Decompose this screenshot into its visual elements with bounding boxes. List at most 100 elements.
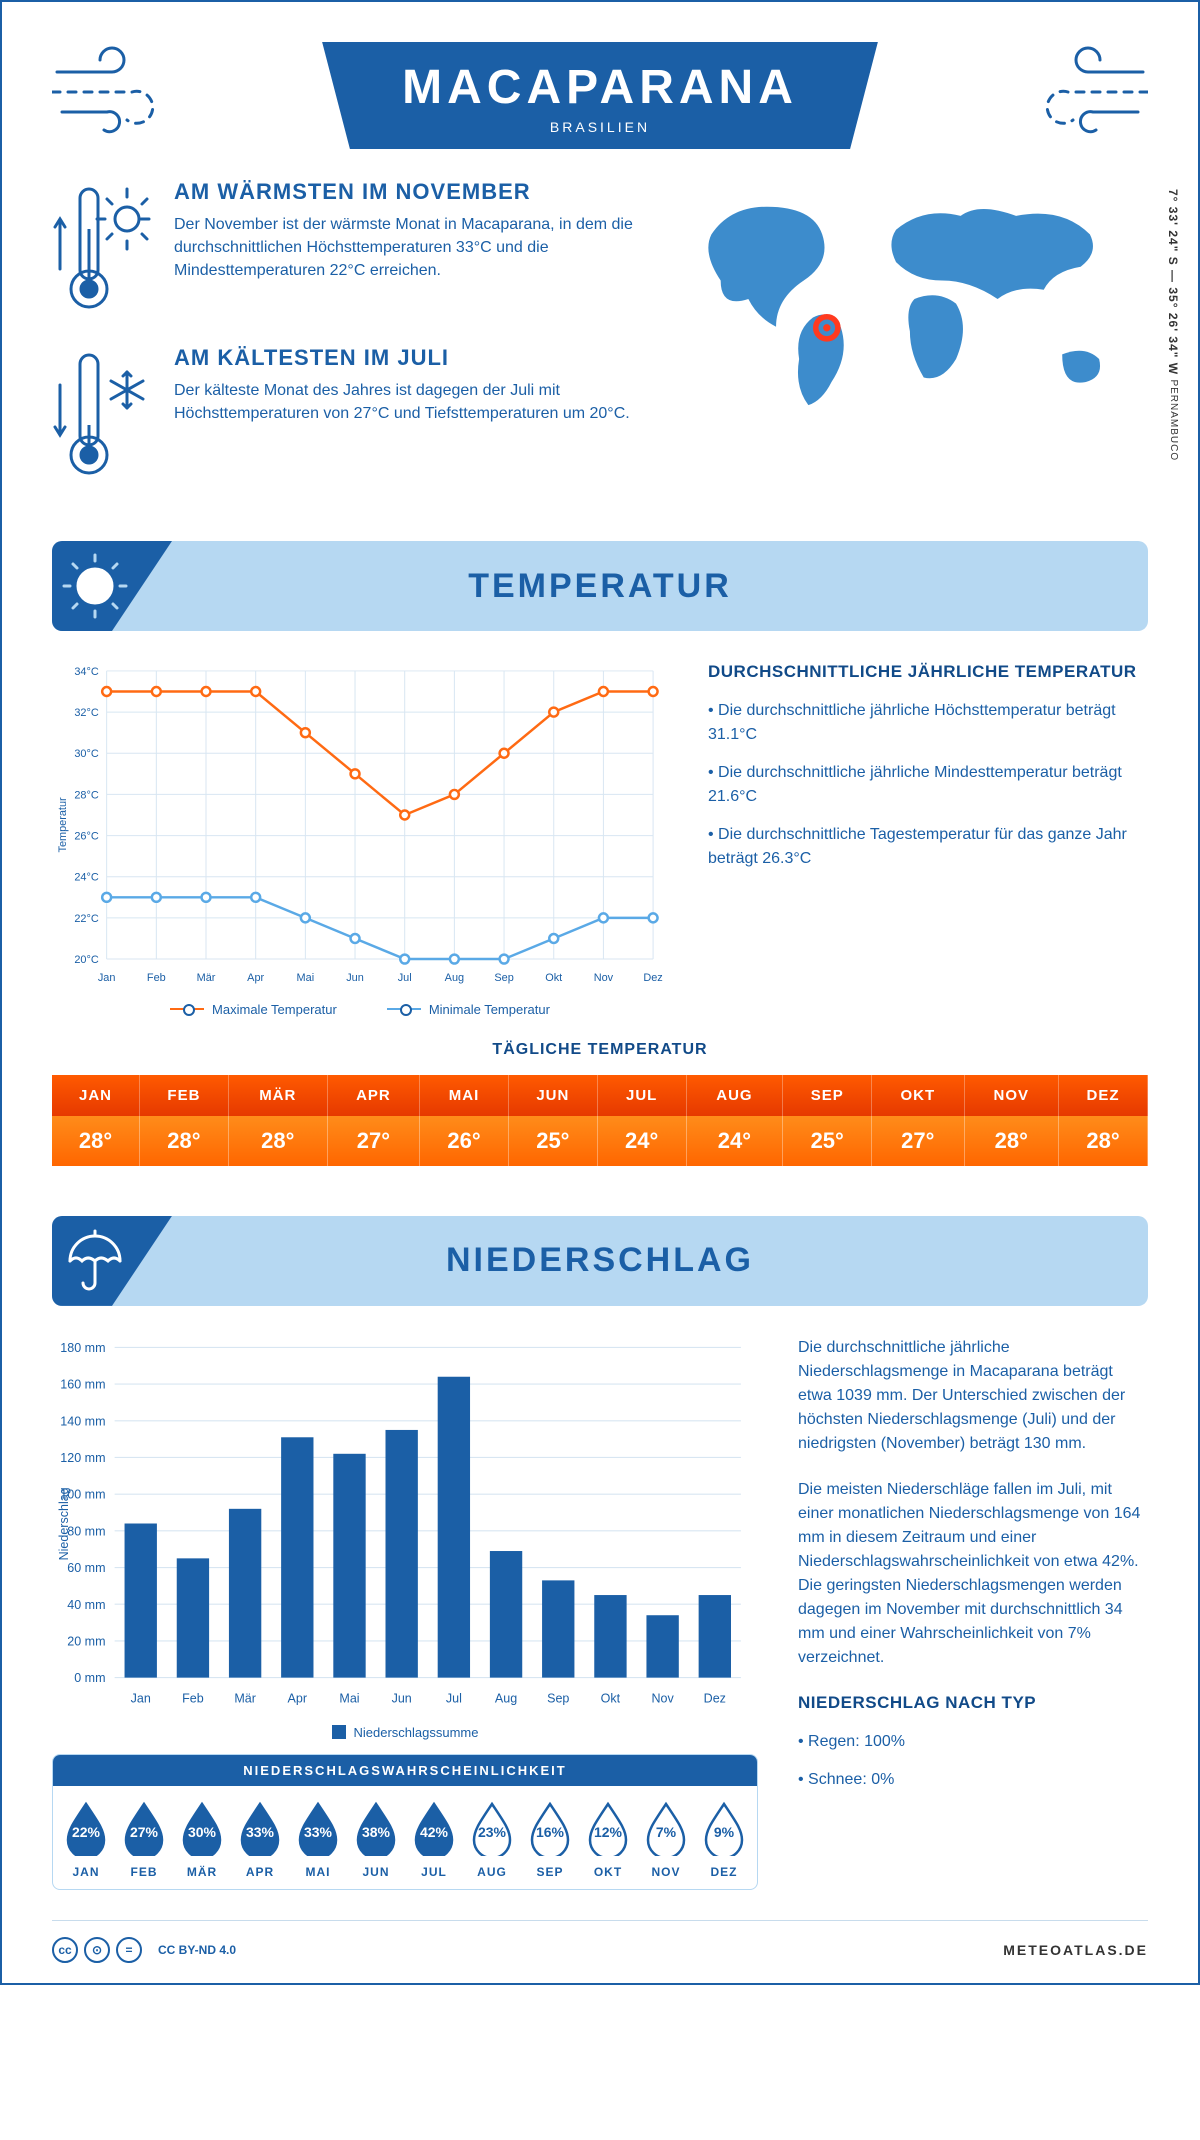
license-block: cc ⊙ = CC BY-ND 4.0 xyxy=(52,1937,236,1963)
svg-text:34°C: 34°C xyxy=(74,666,98,678)
precip-chart-col: 0 mm20 mm40 mm60 mm80 mm100 mm120 mm140 … xyxy=(52,1336,758,1890)
fact-coldest: AM KÄLTESTEN IM JULI Der kälteste Monat … xyxy=(52,345,633,485)
daily-month: JUL xyxy=(597,1075,686,1116)
svg-text:60 mm: 60 mm xyxy=(67,1561,105,1575)
svg-text:Jan: Jan xyxy=(98,972,116,984)
prob-drop: 22% JAN xyxy=(57,1800,115,1879)
header: MACAPARANA BRASILIEN xyxy=(52,42,1148,149)
daily-month: SEP xyxy=(783,1075,872,1116)
daily-temp-table: JANFEBMÄRAPRMAIJUNJULAUGSEPOKTNOVDEZ 28°… xyxy=(52,1075,1148,1166)
location-subtitle: BRASILIEN xyxy=(402,119,798,135)
daily-value: 25° xyxy=(508,1116,597,1166)
svg-text:80 mm: 80 mm xyxy=(67,1524,105,1538)
svg-text:Nov: Nov xyxy=(651,1692,674,1706)
daily-month: MAI xyxy=(420,1075,509,1116)
coordinates-label: 7° 33' 24" S — 35° 26' 34" W PERNAMBUCO xyxy=(1166,189,1180,461)
prob-drop: 7% NOV xyxy=(637,1800,695,1879)
svg-text:0 mm: 0 mm xyxy=(74,1671,105,1685)
svg-text:26°C: 26°C xyxy=(74,831,98,843)
svg-text:Mär: Mär xyxy=(234,1692,256,1706)
fact-warm-title: AM WÄRMSTEN IM NOVEMBER xyxy=(174,179,633,205)
fact-cold-body: Der kälteste Monat des Jahres ist dagege… xyxy=(174,379,633,425)
svg-text:Feb: Feb xyxy=(147,972,166,984)
svg-text:120 mm: 120 mm xyxy=(60,1451,105,1465)
by-icon: ⊙ xyxy=(84,1937,110,1963)
thermometer-snow-icon xyxy=(52,345,152,485)
fact-warmest: AM WÄRMSTEN IM NOVEMBER Der November ist… xyxy=(52,179,633,319)
prob-drop: 12% OKT xyxy=(579,1800,637,1879)
location-title: MACAPARANA xyxy=(402,60,798,115)
daily-month: NOV xyxy=(964,1075,1059,1116)
temperature-chart: 20°C22°C24°C26°C28°C30°C32°C34°CJanFebMä… xyxy=(52,661,668,1017)
daily-value: 26° xyxy=(420,1116,509,1166)
precip-para2: Die meisten Niederschläge fallen im Juli… xyxy=(798,1478,1148,1670)
svg-text:Jun: Jun xyxy=(346,972,364,984)
umbrella-icon xyxy=(60,1226,130,1296)
prob-drop: 38% JUN xyxy=(347,1800,405,1879)
nd-icon: = xyxy=(116,1937,142,1963)
title-band: MACAPARANA BRASILIEN xyxy=(322,42,878,149)
intro-row: AM WÄRMSTEN IM NOVEMBER Der November ist… xyxy=(52,179,1148,511)
temp-point: • Die durchschnittliche jährliche Höchst… xyxy=(708,699,1148,747)
prob-drop: 9% DEZ xyxy=(695,1800,753,1879)
prob-drop: 42% JUL xyxy=(405,1800,463,1879)
svg-text:Niederschlag: Niederschlag xyxy=(57,1487,71,1560)
daily-value: 28° xyxy=(964,1116,1059,1166)
daily-month: MÄR xyxy=(228,1075,327,1116)
svg-text:Aug: Aug xyxy=(495,1692,517,1706)
precip-chart: 0 mm20 mm40 mm60 mm80 mm100 mm120 mm140 … xyxy=(52,1336,758,1712)
page: MACAPARANA BRASILIEN xyxy=(0,0,1200,1985)
temperature-legend: Maximale Temperatur Minimale Temperatur xyxy=(52,1002,668,1017)
daily-month: DEZ xyxy=(1059,1075,1148,1116)
precip-para1: Die durchschnittliche jährliche Niedersc… xyxy=(798,1336,1148,1456)
temperature-banner: TEMPERATUR xyxy=(52,541,1148,631)
daily-value: 28° xyxy=(52,1116,140,1166)
prob-drop: 23% AUG xyxy=(463,1800,521,1879)
map-column: 7° 33' 24" S — 35° 26' 34" W PERNAMBUCO xyxy=(663,179,1148,511)
svg-text:180 mm: 180 mm xyxy=(60,1341,105,1355)
license-text: CC BY-ND 4.0 xyxy=(158,1937,236,1963)
svg-text:Mai: Mai xyxy=(297,972,315,984)
svg-text:Feb: Feb xyxy=(182,1692,204,1706)
prob-drop: 16% SEP xyxy=(521,1800,579,1879)
daily-month: AUG xyxy=(686,1075,783,1116)
svg-text:Jul: Jul xyxy=(446,1692,462,1706)
svg-text:Dez: Dez xyxy=(704,1692,726,1706)
fact-warm-body: Der November ist der wärmste Monat in Ma… xyxy=(174,213,633,283)
thermometer-sun-icon xyxy=(52,179,152,319)
footer: cc ⊙ = CC BY-ND 4.0 METEOATLAS.DE xyxy=(52,1920,1148,1963)
daily-value: 28° xyxy=(140,1116,229,1166)
precip-text: Die durchschnittliche jährliche Niedersc… xyxy=(798,1336,1148,1890)
svg-text:Jul: Jul xyxy=(398,972,412,984)
svg-text:32°C: 32°C xyxy=(74,707,98,719)
svg-text:Temperatur: Temperatur xyxy=(57,797,69,853)
svg-text:Jun: Jun xyxy=(392,1692,412,1706)
daily-value: 28° xyxy=(1059,1116,1148,1166)
prob-drop: 27% FEB xyxy=(115,1800,173,1879)
temperature-text: DURCHSCHNITTLICHE JÄHRLICHE TEMPERATUR •… xyxy=(708,661,1148,1017)
daily-month: JUN xyxy=(508,1075,597,1116)
svg-text:Okt: Okt xyxy=(545,972,562,984)
daily-value: 27° xyxy=(872,1116,964,1166)
precip-type-point: • Schnee: 0% xyxy=(798,1768,1148,1792)
precip-row: 0 mm20 mm40 mm60 mm80 mm100 mm120 mm140 … xyxy=(52,1336,1148,1890)
svg-text:160 mm: 160 mm xyxy=(60,1377,105,1391)
sun-icon xyxy=(60,551,130,621)
precip-legend: Niederschlagssumme xyxy=(52,1725,758,1740)
wind-icon xyxy=(52,42,192,142)
precip-type-title: NIEDERSCHLAG NACH TYP xyxy=(798,1692,1148,1714)
precip-banner: NIEDERSCHLAG xyxy=(52,1216,1148,1306)
daily-month: OKT xyxy=(872,1075,964,1116)
svg-text:40 mm: 40 mm xyxy=(67,1598,105,1612)
prob-drop: 33% MAI xyxy=(289,1800,347,1879)
svg-text:Jan: Jan xyxy=(131,1692,151,1706)
temperature-title: TEMPERATUR xyxy=(468,567,732,606)
svg-text:Okt: Okt xyxy=(601,1692,621,1706)
temp-point: • Die durchschnittliche jährliche Mindes… xyxy=(708,761,1148,809)
svg-text:Sep: Sep xyxy=(547,1692,569,1706)
precip-title: NIEDERSCHLAG xyxy=(446,1241,754,1280)
svg-text:20 mm: 20 mm xyxy=(67,1634,105,1648)
svg-text:30°C: 30°C xyxy=(74,748,98,760)
daily-month: JAN xyxy=(52,1075,140,1116)
svg-text:Dez: Dez xyxy=(643,972,662,984)
